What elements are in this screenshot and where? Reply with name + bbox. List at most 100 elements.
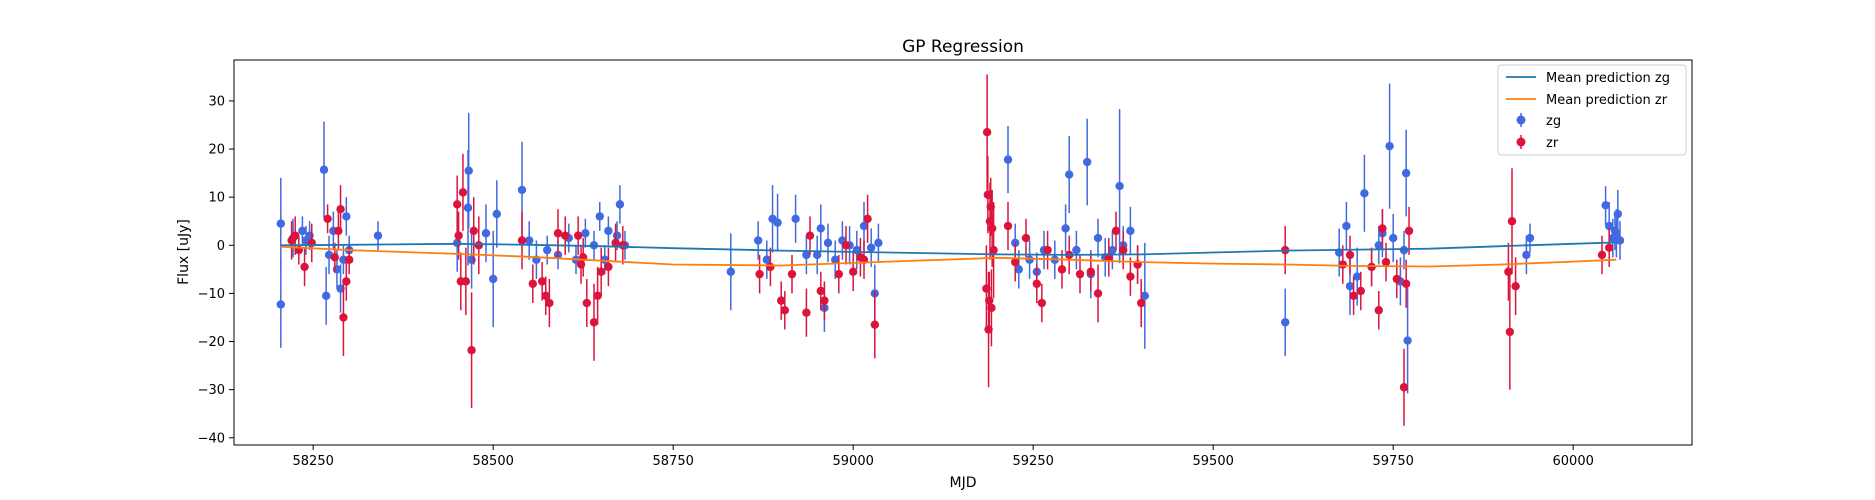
zg-point: [753, 236, 763, 245]
x-tick-label: 59500: [1193, 454, 1234, 469]
zg-point: [867, 243, 876, 252]
legend-box: [1497, 64, 1687, 156]
y-axis-label: Flux [uJy]: [176, 219, 192, 285]
zg-point: [298, 226, 307, 236]
zr-point: [984, 325, 993, 334]
zr-point: [576, 260, 586, 269]
zg-point: [813, 250, 822, 260]
zg-point: [339, 255, 348, 264]
zg-point: [1605, 221, 1614, 231]
zg-point: [595, 212, 604, 221]
zr-point: [1057, 265, 1067, 274]
zr-point: [611, 238, 620, 248]
zr-point: [841, 241, 851, 250]
zg-point: [1615, 236, 1625, 245]
zr-point: [1111, 226, 1121, 236]
zg-point: [463, 203, 473, 212]
zr-point: [291, 231, 300, 240]
zr-point: [458, 188, 468, 197]
zr-point: [461, 277, 471, 286]
zr-point: [1378, 224, 1387, 233]
zg-point: [517, 185, 527, 195]
zr-point: [345, 255, 354, 264]
zr-point: [589, 318, 599, 327]
legend-label-mean-zg: Mean prediction zg: [1546, 71, 1670, 86]
zr-point: [561, 231, 570, 240]
zr-point: [474, 241, 483, 250]
zr-point: [1338, 260, 1348, 269]
zg-point: [612, 231, 622, 240]
zr-point: [1021, 233, 1031, 243]
zr-point: [330, 253, 339, 262]
legend-label-zg: zg: [1546, 114, 1561, 129]
zg-point: [1065, 170, 1074, 179]
zg-point: [1093, 233, 1103, 243]
zr-point: [986, 202, 995, 211]
zr-point: [467, 345, 476, 355]
y-tick-label: 30: [208, 94, 225, 109]
zg-point: [1385, 141, 1394, 151]
zg-point: [1353, 272, 1362, 281]
zg-point: [1061, 224, 1070, 233]
zr-point: [766, 262, 775, 272]
zg-point: [1522, 250, 1531, 260]
zr-point: [989, 245, 998, 255]
series-zg: [276, 83, 1625, 394]
zg-point: [453, 238, 462, 248]
y-tick-label: −40: [198, 431, 225, 446]
zr-point: [987, 224, 997, 233]
zg-point: [464, 166, 473, 175]
zr-point: [870, 320, 879, 329]
zr-point: [593, 291, 602, 301]
legend-label-mean-zr: Mean prediction zr: [1546, 93, 1668, 108]
zr-point: [987, 303, 996, 313]
zg-point: [1140, 291, 1150, 301]
zr-point: [336, 204, 345, 214]
zr-point: [1507, 217, 1517, 226]
zr-point: [342, 277, 351, 286]
zr-point: [1399, 383, 1409, 392]
zr-point: [755, 269, 764, 279]
zr-point: [834, 269, 843, 279]
zr-point: [777, 296, 786, 305]
zg-point: [1612, 229, 1621, 238]
zr-point: [545, 298, 554, 308]
zr-point: [1032, 279, 1042, 288]
zr-point: [816, 286, 825, 296]
zr-point: [1381, 257, 1391, 267]
zr-point: [1349, 291, 1358, 301]
zg-point: [1025, 255, 1034, 264]
zr-point: [1505, 327, 1515, 337]
zg-point: [305, 231, 314, 240]
zr-point: [982, 127, 992, 137]
zg-point: [1525, 233, 1535, 243]
zg-point: [762, 255, 771, 264]
zg-point: [1399, 245, 1409, 255]
zr-point: [820, 296, 829, 305]
zr-point: [780, 306, 789, 315]
x-tick-label: 60000: [1553, 454, 1594, 469]
zg-point: [1281, 318, 1290, 327]
zg-point: [1403, 336, 1412, 345]
legend-marker-zg: [1516, 115, 1526, 125]
zg-point: [1613, 209, 1623, 219]
zr-point: [1597, 250, 1607, 260]
zg-point: [874, 238, 883, 248]
zr-point: [517, 236, 527, 245]
zg-point: [1342, 221, 1351, 231]
zg-point: [831, 255, 840, 264]
zg-point: [336, 284, 345, 293]
plot-area: [276, 74, 1625, 426]
zr-point: [1119, 245, 1128, 255]
x-tick-label: 59750: [1373, 454, 1414, 469]
legend: Mean prediction zg Mean prediction zr zg…: [1497, 64, 1687, 156]
zg-point: [604, 226, 613, 236]
zr-point: [1086, 267, 1096, 276]
zg-point: [319, 165, 329, 174]
zr-point: [582, 298, 591, 308]
zr-point: [802, 308, 811, 317]
zg-point: [525, 236, 534, 245]
zg-point: [1083, 157, 1092, 167]
zg-point: [1360, 189, 1369, 198]
zr-point: [1605, 243, 1614, 252]
